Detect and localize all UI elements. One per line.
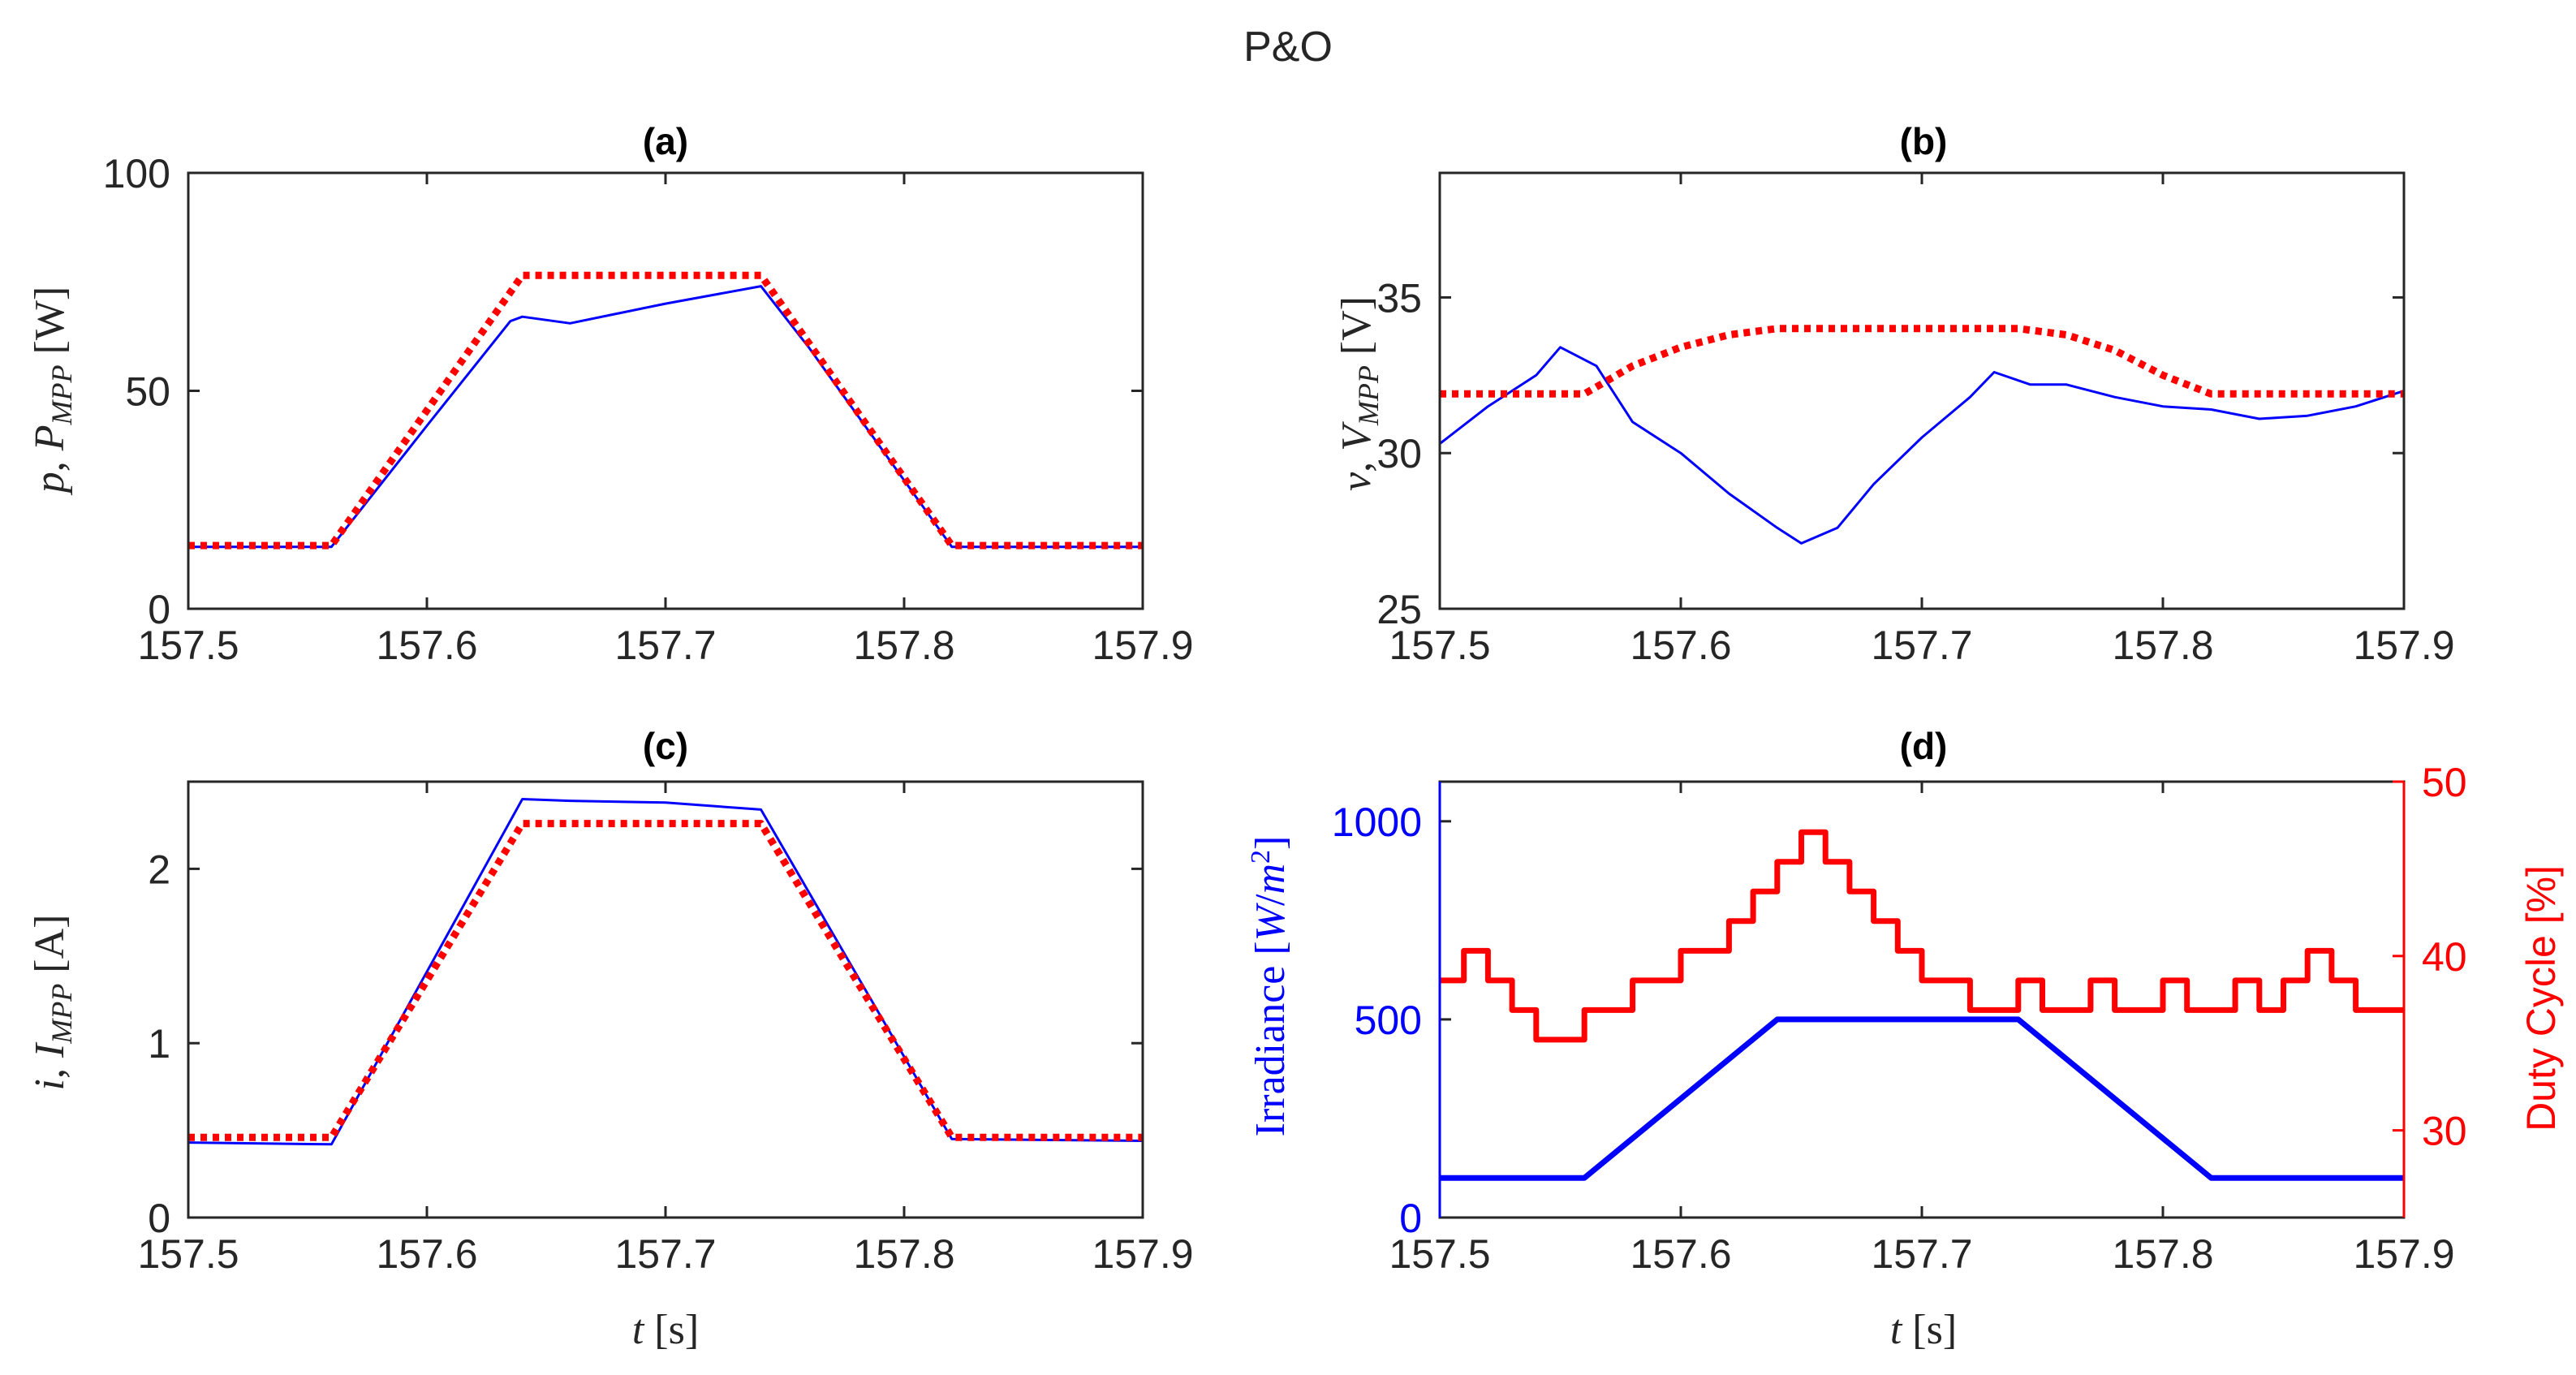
panel-c-xtick-label-3: 157.8 (853, 1231, 954, 1277)
panel-d-xtick-label-3: 157.8 (2112, 1231, 2213, 1277)
panel-a-ytick-label-1: 50 (125, 369, 170, 415)
panel-d-y2tick-label-1: 40 (2422, 934, 2467, 980)
panel-a-title: (a) (643, 120, 688, 162)
panel-b-title: (b) (1900, 120, 1948, 162)
panel-d-ytick-label-2: 1000 (1332, 800, 1422, 845)
panel-a-xtick-label-2: 157.7 (614, 623, 716, 668)
panel-d-xtick-label-1: 157.6 (1630, 1231, 1731, 1277)
panel-c-series-i-mpp (188, 820, 1143, 1141)
panel-c-ylabel: i, IMPP [A] (27, 915, 78, 1091)
panel-a-series-p (188, 285, 1143, 549)
panel-c-series-i (188, 798, 1143, 1146)
panel-d-xtick-label-0: 157.5 (1389, 1231, 1490, 1277)
panel-a-xtick-label-3: 157.8 (853, 623, 954, 668)
panel-b-ytick-label-1: 30 (1376, 431, 1422, 476)
panel-a-xtick-label-0: 157.5 (137, 623, 239, 668)
panel-a-power: (a) 157.5 157.6 157.7 157.8 157.9 0 50 100 p, P… (27, 120, 1194, 668)
panel-c-xtick-label-0: 157.5 (137, 1231, 239, 1277)
panel-b-series-v (1440, 346, 2404, 545)
panel-d-ylabel-duty-cycle: Duty Cycle [%] (2518, 865, 2564, 1131)
panel-c-ytick-label-1: 1 (148, 1021, 170, 1067)
panel-d-xlabel: t [s] (1890, 1307, 1957, 1353)
panel-a-ytick-label-0: 0 (148, 587, 170, 632)
panel-c-xtick-label-2: 157.7 (614, 1231, 716, 1277)
panel-d-xtick-label-4: 157.9 (2353, 1231, 2454, 1277)
panel-d-ylabel-irradiance: Irradiance [W/m2] (1246, 836, 1294, 1137)
panel-a-ylabel: p, PMPP [W] (27, 287, 78, 496)
panel-b-ytick-label-2: 35 (1376, 275, 1422, 321)
panel-b-ytick-label-0: 25 (1376, 587, 1422, 632)
panel-b-xtick-label-2: 157.7 (1871, 623, 1972, 668)
panel-b-series-v-mpp (1440, 325, 2404, 398)
panel-c-title: (c) (643, 725, 688, 767)
panel-a-xtick-label-1: 157.6 (376, 623, 477, 668)
panel-d-y2tick-label-2: 50 (2422, 760, 2467, 805)
panel-d-series-irradiance (1440, 1016, 2404, 1181)
panel-b-xtick-label-0: 157.5 (1389, 623, 1490, 668)
panel-c-xtick-label-4: 157.9 (1092, 1231, 1193, 1277)
panel-b-xtick-label-1: 157.6 (1630, 623, 1731, 668)
panel-c-current: (c) 157.5 157.6 157.7 157.8 157.9 0 1 2 i, IMPP… (27, 725, 1194, 1353)
panel-d-title: (d) (1900, 725, 1948, 767)
panel-c-ytick-label-2: 2 (148, 847, 170, 892)
panel-d-xtick-label-2: 157.7 (1871, 1231, 1972, 1277)
panel-c-xtick-label-1: 157.6 (376, 1231, 477, 1277)
panel-c-ytick-label-0: 0 (148, 1196, 170, 1241)
panel-b-ylabel: v, VMPP [V] (1333, 296, 1385, 491)
panel-b-voltage: (b) 157.5 157.6 157.7 157.8 157.9 25 30 35 v, V… (1333, 120, 2455, 668)
panel-a-xtick-label-4: 157.9 (1092, 623, 1193, 668)
panel-d-ytick-label-0: 0 (1399, 1196, 1422, 1241)
panel-d-ytick-label-1: 500 (1355, 998, 1422, 1043)
panel-d-series-duty-cycle (1440, 829, 2404, 1043)
panel-a-plot-area (187, 171, 1144, 610)
panel-c-xlabel: t [s] (632, 1307, 699, 1353)
panel-c-plot-area (187, 780, 1144, 1219)
panel-a-ytick-label-2: 100 (103, 151, 170, 196)
panel-b-xtick-label-3: 157.8 (2112, 623, 2213, 668)
figure-title: P&O (1243, 24, 1333, 71)
panel-d-y2tick-label-0: 30 (2422, 1109, 2467, 1154)
panel-d-irradiance-duty: (d) 157.5 157.6 157.7 157.8 157.9 0 500 1000 30 4… (1246, 725, 2564, 1353)
panel-b-xtick-label-4: 157.9 (2353, 623, 2454, 668)
panel-a-series-p-mpp (188, 271, 1143, 550)
